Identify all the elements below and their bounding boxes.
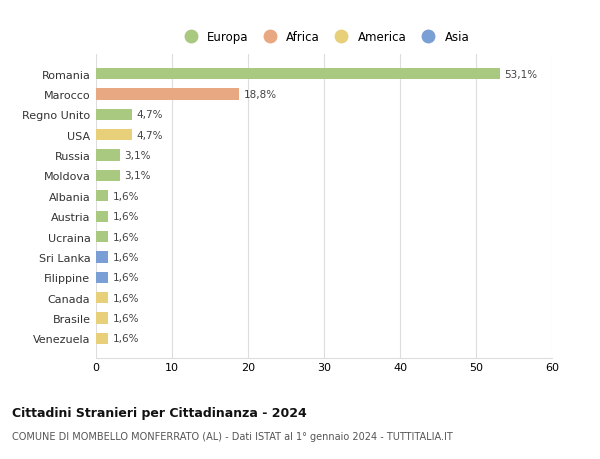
Bar xyxy=(96,89,239,101)
Bar xyxy=(96,292,108,303)
Text: 4,7%: 4,7% xyxy=(136,110,163,120)
Text: COMUNE DI MOMBELLO MONFERRATO (AL) - Dati ISTAT al 1° gennaio 2024 - TUTTITALIA.: COMUNE DI MOMBELLO MONFERRATO (AL) - Dat… xyxy=(12,431,453,442)
Text: Cittadini Stranieri per Cittadinanza - 2024: Cittadini Stranieri per Cittadinanza - 2… xyxy=(12,406,307,419)
Bar xyxy=(96,170,119,182)
Bar xyxy=(96,150,119,161)
Bar xyxy=(96,191,108,202)
Text: 1,6%: 1,6% xyxy=(113,191,139,202)
Bar xyxy=(96,110,132,121)
Bar xyxy=(96,313,108,324)
Text: 1,6%: 1,6% xyxy=(113,212,139,222)
Bar xyxy=(96,211,108,222)
Bar xyxy=(96,333,108,344)
Text: 4,7%: 4,7% xyxy=(136,130,163,140)
Text: 3,1%: 3,1% xyxy=(124,151,151,161)
Bar xyxy=(96,231,108,243)
Text: 1,6%: 1,6% xyxy=(113,252,139,263)
Text: 1,6%: 1,6% xyxy=(113,313,139,323)
Text: 18,8%: 18,8% xyxy=(244,90,277,100)
Bar xyxy=(96,272,108,283)
Bar xyxy=(96,69,500,80)
Text: 1,6%: 1,6% xyxy=(113,273,139,283)
Text: 1,6%: 1,6% xyxy=(113,293,139,303)
Legend: Europa, Africa, America, Asia: Europa, Africa, America, Asia xyxy=(179,31,469,44)
Text: 1,6%: 1,6% xyxy=(113,232,139,242)
Text: 53,1%: 53,1% xyxy=(504,69,537,79)
Bar xyxy=(96,252,108,263)
Text: 3,1%: 3,1% xyxy=(124,171,151,181)
Text: 1,6%: 1,6% xyxy=(113,334,139,344)
Bar xyxy=(96,130,132,141)
